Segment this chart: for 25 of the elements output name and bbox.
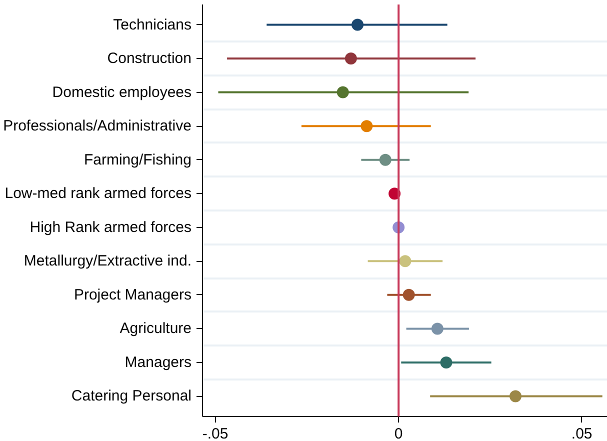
y-tick-label: Domestic employees [52, 84, 192, 101]
y-tick-label: Agriculture [120, 320, 192, 338]
y-tick-label: Low-med rank armed forces [4, 185, 192, 202]
point [336, 86, 349, 98]
point [402, 288, 415, 301]
point [379, 154, 392, 166]
point [360, 120, 373, 132]
point [440, 356, 452, 368]
y-tick-label: Professionals/Administrative [3, 118, 192, 135]
point [352, 18, 364, 31]
x-tick-label: 0 [394, 426, 403, 441]
point [344, 52, 357, 65]
y-tick-label: Catering Personal [71, 388, 192, 405]
point [510, 390, 522, 402]
y-tick-label: Farming/Fishing [84, 151, 192, 168]
y-tick-label: Metallurgy/Extractive ind. [24, 252, 192, 270]
y-tick-label: High Rank armed forces [30, 218, 192, 236]
point [399, 255, 412, 268]
y-tick-label: Technicians [113, 16, 192, 34]
y-tick-label: Construction [107, 50, 192, 68]
point [431, 322, 444, 335]
x-tick-label: .05 [571, 426, 592, 441]
x-tick-label: -.05 [202, 426, 228, 441]
y-tick-label: Managers [124, 354, 192, 371]
y-tick-label: Project Managers [74, 286, 192, 304]
